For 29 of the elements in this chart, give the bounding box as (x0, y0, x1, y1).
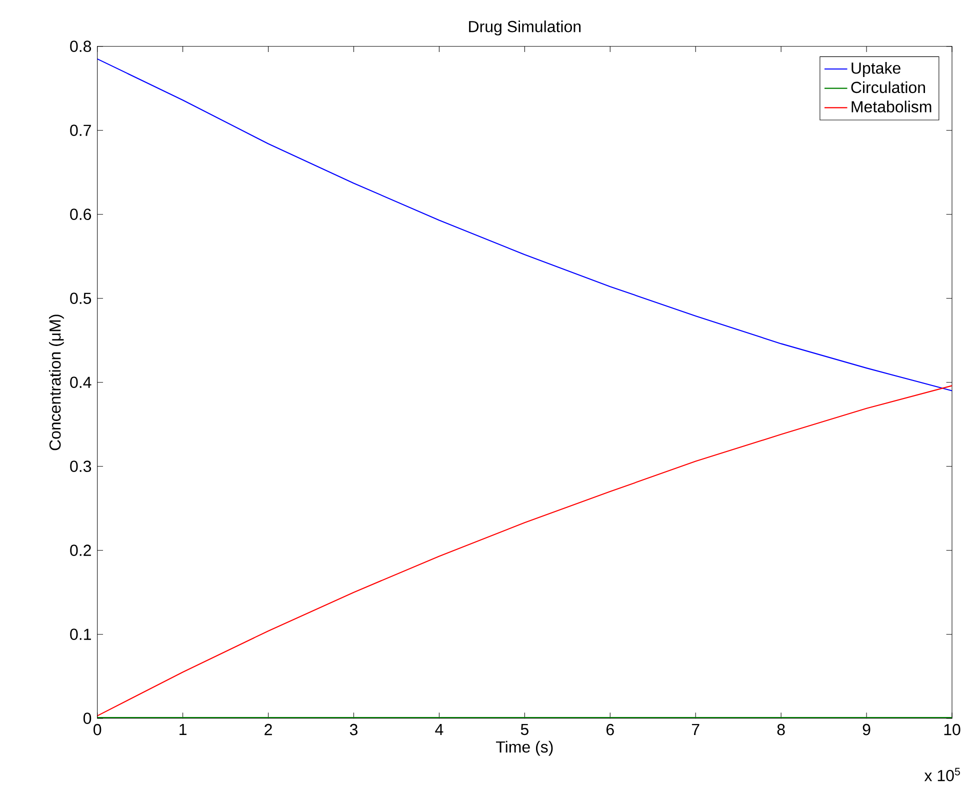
y-tick-label: 0 (83, 712, 92, 724)
legend-label: Circulation (851, 81, 925, 94)
y-tick-label: 0.6 (70, 208, 92, 220)
y-tick-label: 0.4 (70, 376, 92, 388)
y-tick-label: 0.5 (70, 292, 92, 304)
x-axis-title: Time (s) (496, 740, 553, 756)
y-tick-label: 0.2 (70, 544, 91, 556)
y-tick-label: 0.7 (70, 124, 91, 136)
x-tick-label: 3 (350, 724, 358, 736)
y-tick-label: 0.3 (70, 460, 92, 472)
line-series (97, 58, 952, 392)
x-tick-label: 4 (435, 724, 444, 735)
x-tick-label: 5 (520, 724, 528, 736)
legend-label: Metabolism (852, 100, 932, 112)
x-tick-label: 8 (777, 724, 785, 736)
x-tick-label: 10 (944, 724, 960, 736)
y-tick-label: 0.1 (70, 628, 91, 640)
x-tick-label: 6 (606, 724, 614, 736)
x-tick-label: 0 (94, 724, 102, 736)
line-series (97, 385, 952, 716)
x-tick-label: 2 (264, 724, 272, 736)
text: x 10$^{5}$ (924, 768, 960, 782)
x-tick-label: 9 (862, 724, 870, 736)
y-axis-title: Concentration (μM) (49, 314, 64, 450)
legend-label: Uptake (852, 62, 900, 77)
chart-title: Drug Simulation (469, 20, 581, 36)
x-tick-label: 1 (180, 724, 186, 735)
x-tick-label: 7 (692, 724, 700, 735)
y-tick-label: 0.8 (70, 40, 92, 52)
